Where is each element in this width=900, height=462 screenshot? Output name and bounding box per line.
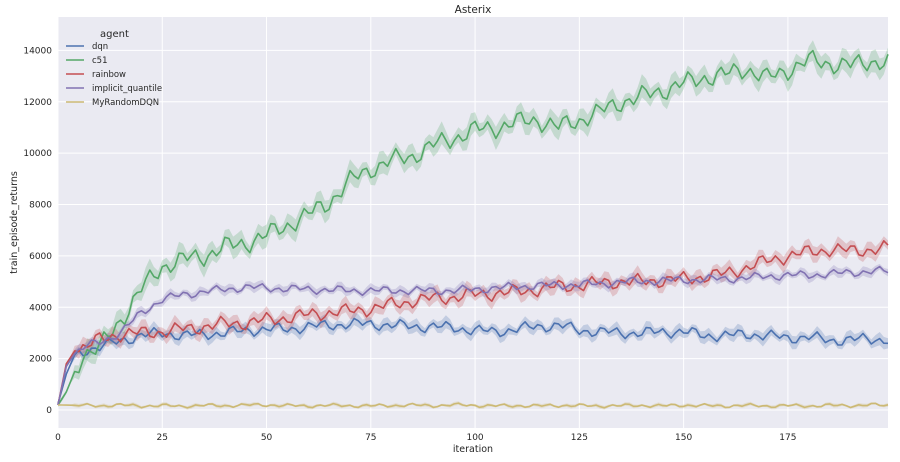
y-tick-label: 12000 [23,98,52,108]
y-tick-label: 4000 [29,303,52,313]
plot-area [58,17,888,428]
series-lines [57,49,889,409]
legend-label: dqn [92,42,108,52]
y-tick-label: 8000 [29,201,52,211]
legend-label: c51 [92,56,108,66]
y-tick-label: 0 [46,406,52,416]
x-tick-label: 25 [157,433,168,443]
x-tick-label: 175 [779,433,796,443]
confidence-band-dqn [58,312,888,405]
confidence-band-c51 [58,40,888,408]
x-tick-label: 50 [261,433,273,443]
y-tick-label: 2000 [29,355,52,365]
series-line-c51 [57,49,889,406]
y-tick-label: 14000 [23,46,52,56]
grid [57,17,888,428]
legend-title: agent [100,29,129,40]
y-axis-ticks: 0 2000 4000 6000 8000 10000 12000 14000 [23,46,52,416]
series-line-MyRandomDQN [57,402,889,409]
x-tick-label: 150 [675,433,692,443]
legend-label: rainbow [92,70,126,80]
x-tick-label: 0 [55,433,61,443]
legend-label: implicit_quantile [92,84,162,94]
series-line-implicit_quantile [57,265,889,406]
chart-title: Asterix [455,4,492,16]
y-tick-label: 10000 [23,149,52,159]
series-line-rainbow [57,240,889,406]
x-axis-ticks: 0 25 50 75 100 125 150 175 [55,433,796,443]
y-axis-label: train_episode_returns [9,171,20,274]
x-tick-label: 125 [571,433,588,443]
x-tick-label: 75 [365,433,376,443]
x-tick-label: 100 [466,433,483,443]
legend-label: MyRandomDQN [92,98,159,108]
y-tick-label: 6000 [29,252,52,262]
legend: agent dqn c51 rainbow implicit_quantile MyRa… [66,29,162,108]
x-axis-label: iteration [453,444,493,455]
